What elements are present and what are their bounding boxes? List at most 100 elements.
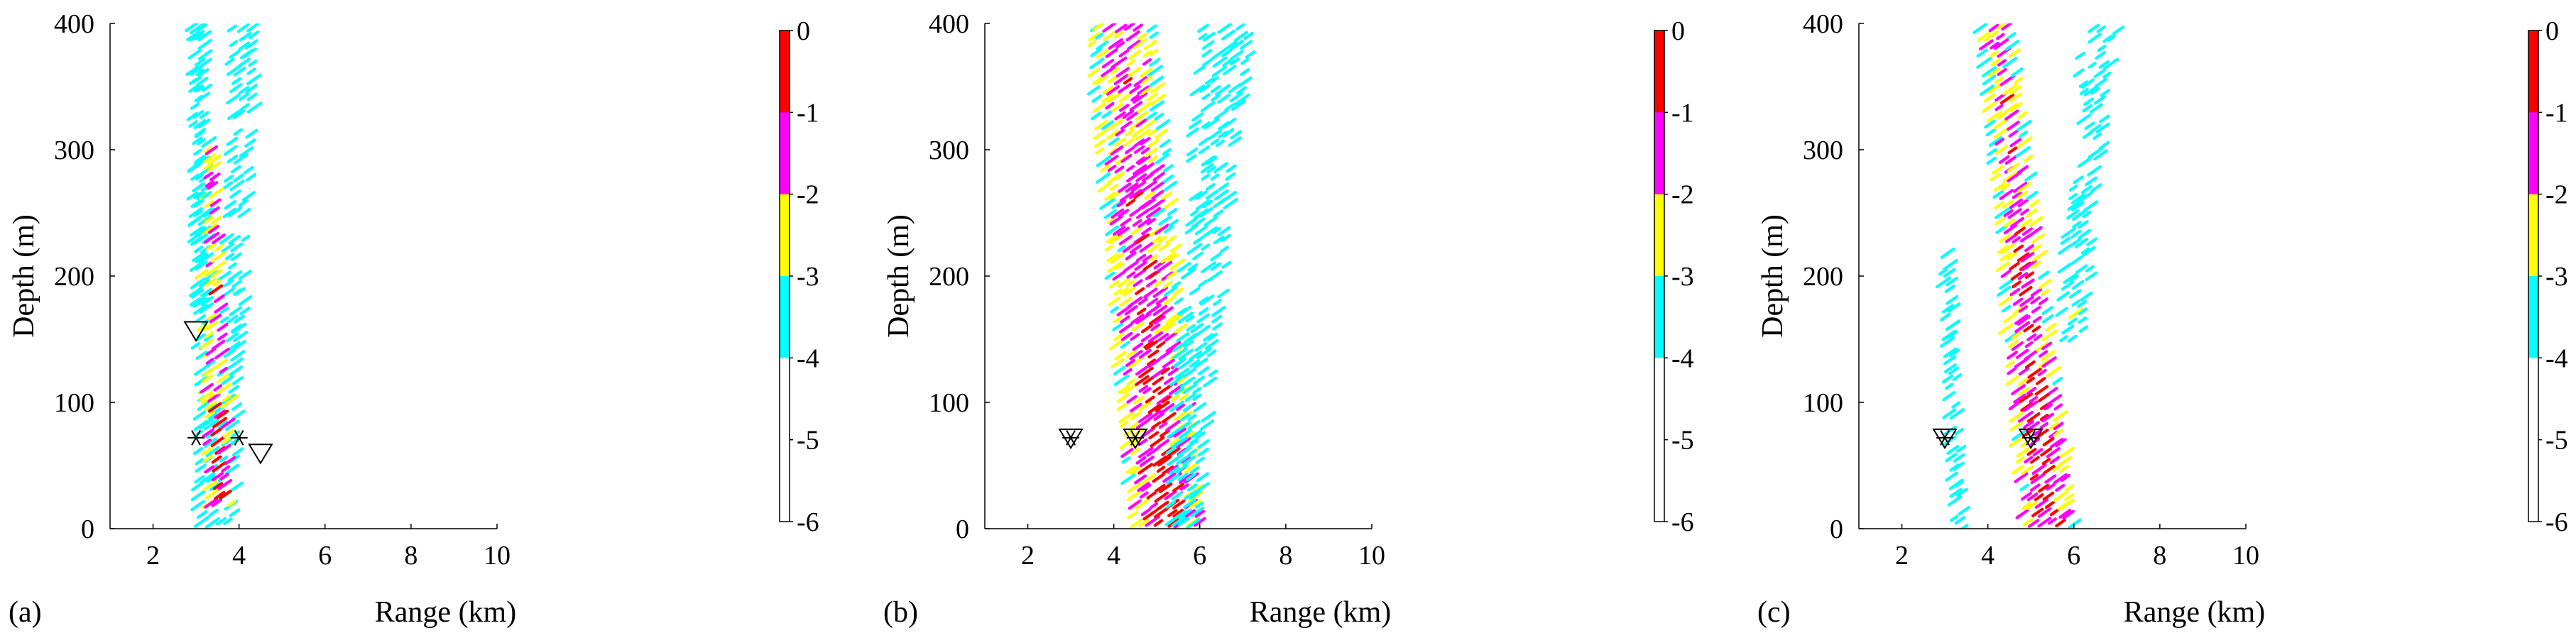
field-streak [193, 419, 208, 431]
field-streak [1140, 426, 1155, 439]
field-streak [1123, 23, 1136, 31]
field-streak [1213, 299, 1222, 307]
field-streak [197, 119, 211, 128]
field-streak [1160, 367, 1170, 375]
field-streak [190, 490, 206, 502]
field-streak [202, 480, 218, 492]
field-streak [195, 268, 209, 280]
field-streak [227, 270, 243, 282]
field-streak [1169, 466, 1180, 475]
field-streak [212, 482, 224, 490]
field-streak [2007, 163, 2020, 173]
field-streak [2095, 50, 2107, 60]
field-streak [2102, 71, 2112, 79]
field-streak [1154, 322, 1170, 335]
field-streak [1162, 472, 1177, 483]
colorbar-segment [780, 112, 790, 195]
field-streak [2059, 335, 2068, 343]
field-streak [1117, 226, 1130, 236]
colorbar-tick-label: -1 [1671, 98, 1694, 128]
field-streak [200, 207, 214, 217]
x-tick-label: 10 [2232, 541, 2259, 571]
field-streak [1137, 438, 1148, 446]
field-streak [1147, 409, 1162, 421]
field-streak [1153, 315, 1166, 325]
field-streak [1134, 474, 1147, 485]
field-streak [1135, 128, 1151, 141]
field-streak [1181, 456, 1191, 465]
field-streak [1134, 497, 1150, 510]
field-streak [1133, 164, 1147, 175]
field-streak [217, 444, 231, 455]
field-streak [2007, 351, 2019, 360]
field-streak [1221, 233, 1231, 243]
field-streak [2046, 394, 2063, 406]
field-streak [1993, 127, 2009, 139]
colorbar-tick-label: -6 [2545, 507, 2568, 537]
colorbar-tick-label: -2 [1671, 180, 1694, 210]
field-streak [2046, 447, 2061, 458]
field-streak [1092, 74, 1107, 85]
field-streak [2049, 438, 2064, 449]
field-streak [1105, 225, 1120, 236]
field-streak [1998, 155, 2010, 164]
colorbar-segment [1654, 31, 1664, 113]
field-streak [1199, 207, 1213, 218]
field-streak [1942, 304, 1955, 314]
field-streak [195, 314, 207, 323]
field-streak [1993, 38, 2009, 50]
field-streak [1213, 162, 1228, 174]
field-streak [2014, 226, 2026, 236]
field-streak [1188, 448, 1198, 456]
field-streak [1094, 119, 1109, 131]
field-streak [1115, 41, 1125, 49]
field-streak [227, 314, 239, 324]
field-streak [1123, 260, 1139, 273]
field-streak [1118, 83, 1132, 94]
field-streak [1193, 235, 1205, 245]
field-streak [1133, 191, 1144, 199]
field-streak [1148, 431, 1159, 440]
field-streak [1163, 180, 1178, 192]
field-streak [2027, 226, 2043, 238]
field-streak [220, 401, 230, 409]
colorbar-tick-label: -4 [1671, 343, 1694, 373]
field-streak [212, 417, 228, 429]
y-tick-label: 0 [81, 514, 94, 544]
field-streak [1096, 40, 1109, 50]
field-streak [1207, 332, 1218, 341]
field-streak [188, 286, 203, 297]
field-streak [2087, 165, 2102, 177]
field-streak [239, 31, 252, 42]
colorbar-tick-label: -4 [2545, 343, 2568, 373]
field-streak [1135, 287, 1145, 295]
field-streak [1126, 59, 1136, 67]
field-streak [1192, 393, 1202, 401]
field-streak [1089, 57, 1105, 70]
field-streak [2052, 464, 2062, 472]
field-streak [196, 76, 209, 87]
field-streak [1125, 280, 1135, 287]
field-streak [1152, 236, 1162, 243]
field-streak [1092, 23, 1105, 32]
field-streak [1953, 453, 1965, 463]
field-streak [211, 498, 223, 507]
field-streak [2023, 400, 2039, 412]
colorbar-segment [780, 439, 790, 522]
field-streak [204, 269, 214, 277]
field-streak [227, 206, 243, 218]
field-streak [1198, 145, 1210, 155]
field-streak [1184, 509, 1196, 519]
field-streak [1994, 77, 2004, 84]
field-streak [1147, 403, 1162, 414]
field-streak [1164, 331, 1178, 342]
field-streak [1192, 251, 1204, 260]
field-streak [1129, 84, 1141, 94]
field-streak [1176, 436, 1192, 448]
field-streak [2067, 334, 2078, 343]
field-streak [2017, 410, 2034, 423]
field-streak [209, 206, 220, 215]
field-streak [1958, 505, 1970, 516]
field-streak [2026, 412, 2041, 423]
field-streak [1192, 387, 1202, 395]
